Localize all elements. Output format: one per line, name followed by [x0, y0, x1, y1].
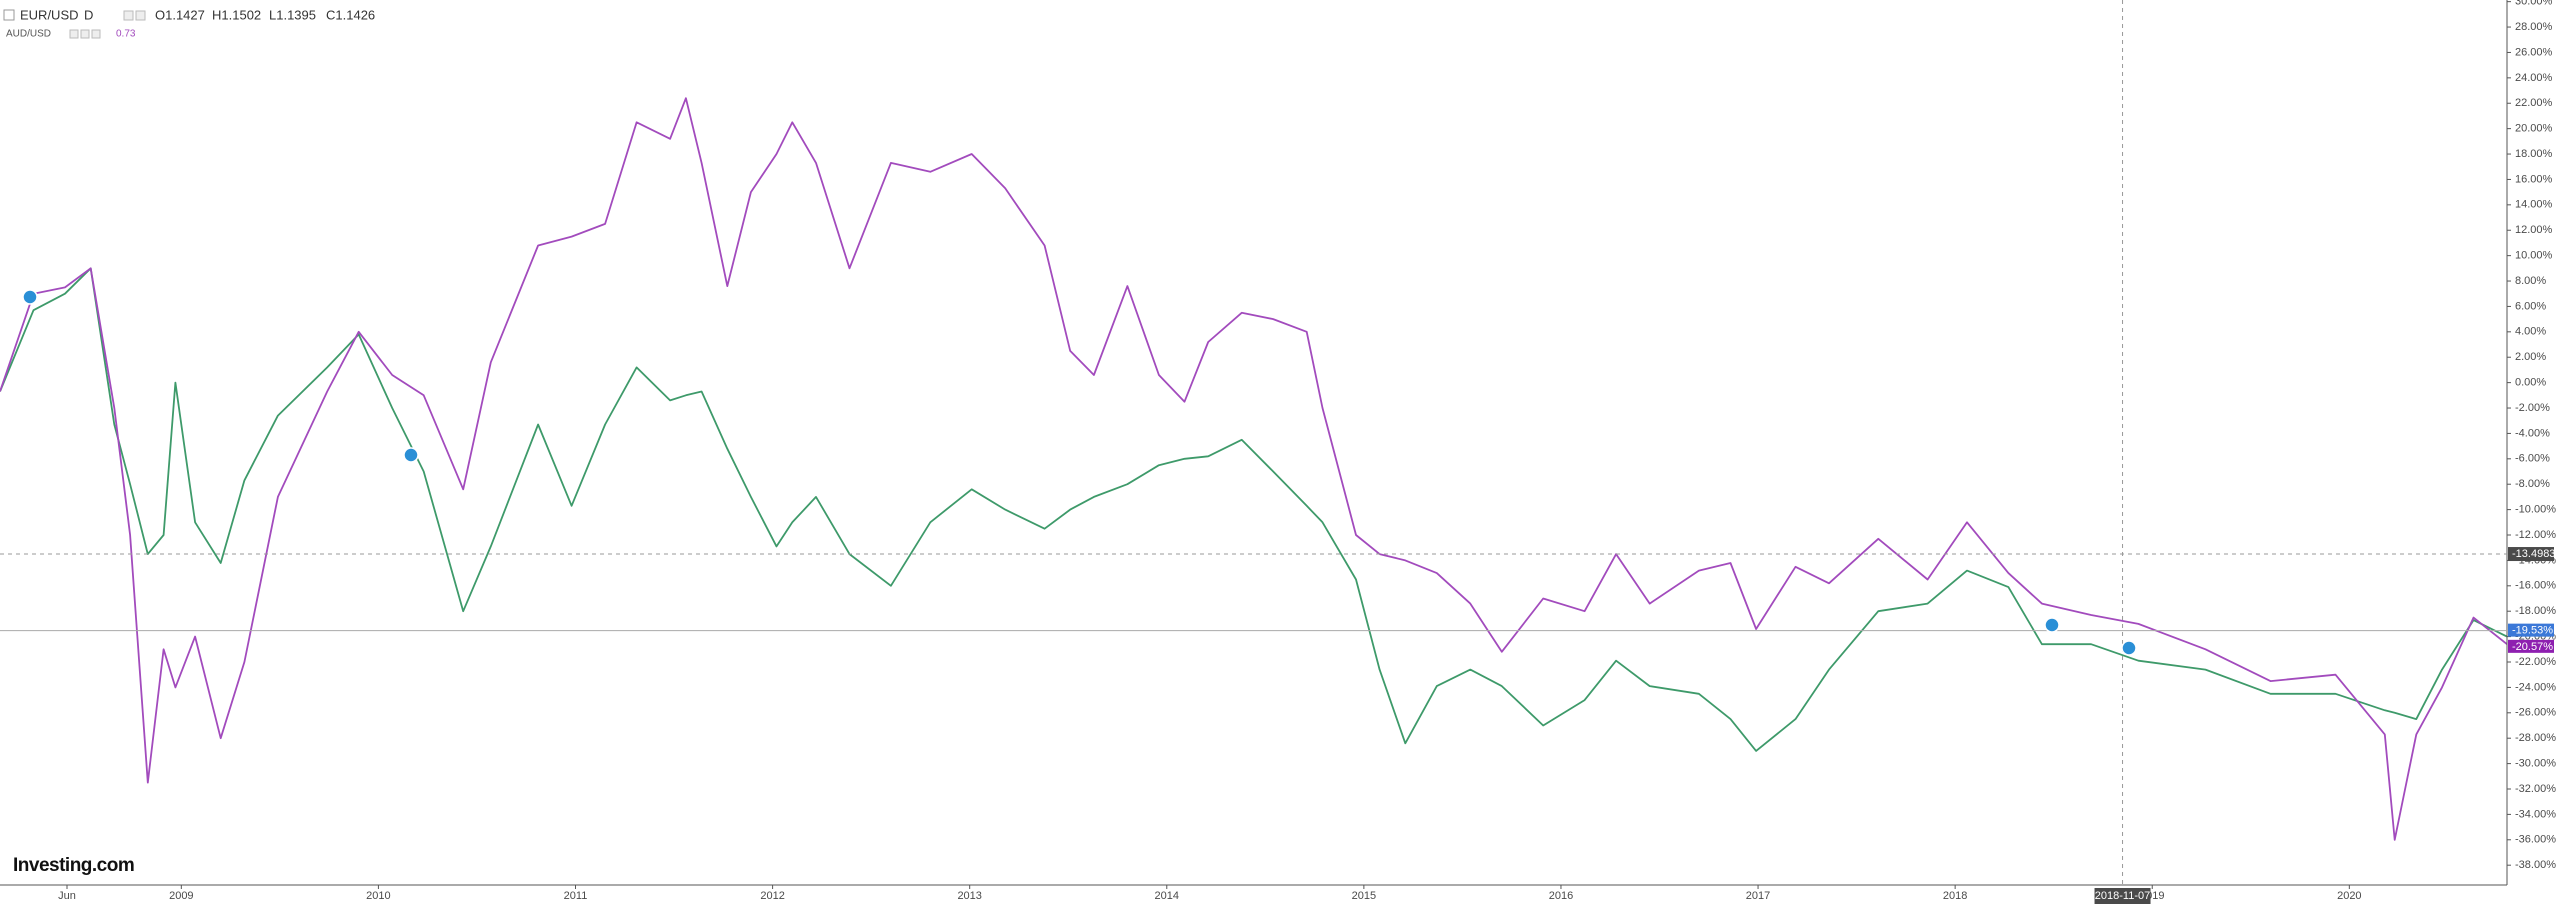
y-tick-label: 2.00% — [2515, 351, 2546, 363]
y-tick-label: 26.00% — [2515, 46, 2553, 58]
y-tick-label: 4.00% — [2515, 326, 2546, 338]
last-value-badge — [2508, 639, 2554, 653]
x-tick-label: 2017 — [1746, 890, 1770, 902]
y-tick-label: -2.00% — [2515, 402, 2550, 414]
y-tick-label: -12.00% — [2515, 529, 2556, 541]
y-tick-label: 28.00% — [2515, 21, 2553, 33]
event-marker — [2121, 640, 2137, 656]
series-line — [0, 97, 2508, 841]
x-tick-label: 2016 — [1549, 890, 1573, 902]
event-marker — [2044, 617, 2060, 633]
y-tick-label: 0.00% — [2515, 377, 2546, 389]
x-tick-label: 2013 — [957, 890, 981, 902]
y-tick-label: -36.00% — [2515, 834, 2556, 846]
last-value-badge — [2508, 623, 2554, 637]
event-marker — [403, 447, 419, 463]
icon[interactable] — [69, 29, 79, 39]
x-tick-label: 2012 — [760, 890, 784, 902]
y-tick-label: -30.00% — [2515, 758, 2556, 770]
interval: D — [84, 7, 93, 22]
y-tick-label: 24.00% — [2515, 72, 2553, 84]
y-tick-label: -18.00% — [2515, 605, 2556, 617]
y-tick-label: -4.00% — [2515, 427, 2550, 439]
last-value-label: -20.57% — [2512, 641, 2553, 653]
y-tick-label: -32.00% — [2515, 783, 2556, 795]
y-tick-label: 10.00% — [2515, 250, 2553, 262]
series-line — [0, 267, 2508, 752]
x-tick-label: 2009 — [169, 890, 193, 902]
y-tick-label: -28.00% — [2515, 732, 2556, 744]
icon[interactable] — [91, 29, 101, 39]
y-tick-label: 18.00% — [2515, 148, 2553, 160]
plot-area — [0, 97, 2508, 841]
icon[interactable] — [80, 29, 90, 39]
y-tick-label: 22.00% — [2515, 97, 2553, 109]
y-tick-label: -6.00% — [2515, 453, 2550, 465]
y-tick-label: -16.00% — [2515, 580, 2556, 592]
series-value: 0.73 — [116, 29, 136, 40]
icon[interactable] — [123, 10, 134, 21]
y-tick-label: -22.00% — [2515, 656, 2556, 668]
y-tick-label: -10.00% — [2515, 504, 2556, 516]
y-tick-label: 8.00% — [2515, 275, 2546, 287]
x-tick-label: 2011 — [564, 890, 588, 902]
crosshair-y-badge — [2508, 547, 2554, 562]
ohlc-low: L1.1395 — [269, 7, 316, 22]
series-name: AUD/USD — [6, 29, 51, 40]
x-tick-label: 2010 — [366, 890, 390, 902]
y-tick-label: -34.00% — [2515, 808, 2556, 820]
y-tick-label: 30.00% — [2515, 0, 2553, 8]
y-tick-label: 6.00% — [2515, 300, 2546, 312]
y-tick-label: -8.00% — [2515, 478, 2550, 490]
icon[interactable] — [135, 10, 146, 21]
x-tick-label: 2015 — [1352, 890, 1376, 902]
x-tick-label: 2018 — [1943, 890, 1967, 902]
series-name: EUR/USD — [20, 7, 79, 22]
y-tick-label: -38.00% — [2515, 859, 2556, 871]
ohlc-open: O1.1427 — [155, 7, 205, 22]
collapse-icon[interactable] — [3, 9, 15, 21]
y-tick-label: -24.00% — [2515, 681, 2556, 693]
crosshair-x-label: 2018-11-07 — [2095, 890, 2150, 902]
event-marker — [22, 289, 38, 305]
last-value-label: -19.53% — [2512, 625, 2553, 637]
x-tick-label: 2020 — [2337, 890, 2361, 902]
x-tick-label: 2014 — [1155, 890, 1179, 902]
crosshair-x-badge — [2094, 888, 2151, 904]
ohlc-high: H1.1502 — [212, 7, 261, 22]
crosshair-y-label: -13.4983 — [2512, 548, 2555, 560]
y-tick-label: 12.00% — [2515, 224, 2553, 236]
y-tick-label: 14.00% — [2515, 199, 2553, 211]
y-tick-label: 20.00% — [2515, 123, 2553, 135]
ohlc-close: C1.1426 — [326, 7, 375, 22]
y-tick-label: -26.00% — [2515, 707, 2556, 719]
logo: Investing.com — [13, 855, 134, 876]
y-tick-label: 16.00% — [2515, 173, 2553, 185]
x-tick-label: Jun — [58, 890, 76, 902]
